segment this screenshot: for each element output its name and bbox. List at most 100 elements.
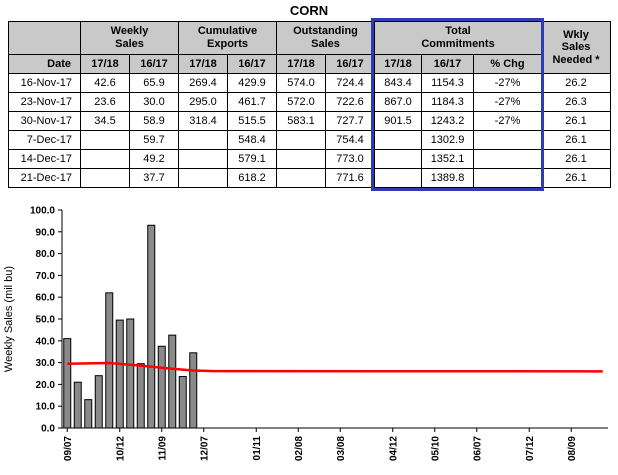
- cell-ce-old: 461.7: [226, 92, 278, 112]
- table-row: 14-Dec-17 49.2 579.1 773.0 1352.1 26.1: [8, 149, 612, 169]
- weekly-sales-bar: [105, 292, 114, 429]
- cell-pct: -27%: [473, 92, 543, 112]
- weekly-sales-bar: [178, 376, 187, 429]
- y-tick-label: 100.0: [30, 206, 55, 217]
- cell-tc-new: [374, 130, 423, 150]
- cell-os-new: 583.1: [276, 111, 327, 131]
- weekly-sales-bar: [136, 363, 145, 429]
- cell-date: 30-Nov-17: [8, 111, 81, 131]
- cell-date: 23-Nov-17: [8, 92, 81, 112]
- cell-tc-old: 1184.3: [421, 92, 475, 112]
- x-tick-label: 03/08: [336, 436, 347, 461]
- header-date: Date: [8, 54, 81, 74]
- header-tc-new: 17/18: [374, 54, 423, 74]
- x-tick-label: 08/09: [567, 436, 578, 461]
- export-sales-table: Weekly Sales Cumulative Exports Outstand…: [8, 21, 612, 188]
- group-wkly-sales-needed: Wkly Sales Needed *: [541, 21, 612, 74]
- y-tick-label: 20.0: [36, 380, 56, 391]
- table-row: 7-Dec-17 59.7 548.4 754.4 1302.9 26.1: [8, 130, 612, 150]
- sub-header-row: Date 17/18 16/17 17/18 16/17 17/18 16/17…: [8, 54, 611, 74]
- weekly-sales-chart: 0.0 10.0 20.0 30.0 40.0 50.0 60.0 70.0 80.0 90.0 1…: [3, 206, 608, 461]
- cell-pct: [473, 168, 543, 188]
- x-tick-label: 10/12: [115, 436, 126, 461]
- y-tick-label: 10.0: [36, 402, 56, 413]
- cell-ws-new: 42.6: [80, 73, 130, 93]
- cell-ws-new: [80, 149, 130, 169]
- group-total-commitments: Total Commitments: [374, 21, 543, 55]
- corner-cell: [8, 21, 81, 55]
- sales-needed-line: [67, 361, 603, 373]
- cell-ws-new: 34.5: [80, 111, 130, 131]
- cell-ce-old: 515.5: [226, 111, 278, 131]
- cell-tc-new: [374, 168, 423, 188]
- header-tc-old: 16/17: [421, 54, 475, 74]
- weekly-sales-bar: [115, 319, 124, 429]
- y-axis-title: Weekly Sales (mil bu): [3, 266, 15, 372]
- cell-tc-old: 1352.1: [421, 149, 475, 169]
- cell-needed: 26.1: [541, 149, 612, 169]
- x-tick-label: 11/09: [157, 436, 168, 461]
- weekly-sales-bar: [147, 224, 156, 429]
- y-tick-label: 80.0: [36, 249, 56, 260]
- cell-os-new: 572.0: [276, 92, 327, 112]
- x-tick-label: 05/10: [430, 436, 441, 461]
- cell-tc-new: 901.5: [374, 111, 423, 131]
- cell-pct: [473, 130, 543, 150]
- x-tick-label: 07/12: [525, 436, 536, 461]
- cell-tc-old: 1389.8: [421, 168, 475, 188]
- weekly-sales-bar: [73, 381, 82, 429]
- group-cumulative-exports: Cumulative Exports: [177, 21, 278, 55]
- weekly-sales-bar: [126, 318, 135, 429]
- y-tick-label: 30.0: [36, 358, 56, 369]
- cell-pct: [473, 149, 543, 169]
- cell-ce-old: 618.2: [226, 168, 278, 188]
- group-outstanding-sales: Outstanding Sales: [276, 21, 376, 55]
- header-ws-old: 16/17: [129, 54, 179, 74]
- y-tick-label: 40.0: [36, 336, 56, 347]
- cell-date: 7-Dec-17: [8, 130, 81, 150]
- y-tick-label: 60.0: [36, 293, 56, 304]
- x-tick-label: 01/11: [252, 436, 263, 461]
- cell-tc-new: 867.0: [374, 92, 423, 112]
- cell-os-old: 754.4: [325, 130, 376, 150]
- table-row: 30-Nov-17 34.5 58.9 318.4 515.5 583.1 72…: [8, 111, 612, 131]
- cell-ws-old: 65.9: [129, 73, 179, 93]
- cell-ce-new: 318.4: [178, 111, 228, 131]
- header-os-new: 17/18: [276, 54, 327, 74]
- group-weekly-sales: Weekly Sales: [80, 21, 179, 55]
- weekly-sales-bar: [157, 345, 166, 429]
- weekly-sales-bar: [84, 399, 93, 429]
- y-tick-label: 90.0: [36, 227, 56, 238]
- cell-needed: 26.1: [541, 111, 612, 131]
- cell-needed: 26.1: [541, 168, 612, 188]
- table-row: 16-Nov-17 42.6 65.9 269.4 429.9 574.0 72…: [8, 73, 612, 93]
- page-title: CORN: [289, 3, 329, 18]
- cell-ws-new: 23.6: [80, 92, 130, 112]
- cell-tc-new: [374, 149, 423, 169]
- cell-os-old: 724.4: [325, 73, 376, 93]
- cell-pct: -27%: [473, 73, 543, 93]
- x-tick-label: 04/12: [388, 436, 399, 461]
- cell-needed: 26.2: [541, 73, 612, 93]
- x-tick-label: 06/07: [472, 436, 483, 461]
- weekly-sales-bar: [168, 334, 177, 429]
- cell-ce-new: 295.0: [178, 92, 228, 112]
- cell-ce-old: 429.9: [226, 73, 278, 93]
- cell-date: 21-Dec-17: [8, 168, 81, 188]
- x-tick-label: 12/07: [199, 436, 210, 461]
- y-tick-label: 70.0: [36, 271, 56, 282]
- cell-date: 16-Nov-17: [8, 73, 81, 93]
- cell-os-new: [276, 130, 327, 150]
- cell-os-old: 722.6: [325, 92, 376, 112]
- header-os-old: 16/17: [325, 54, 376, 74]
- header-ws-new: 17/18: [80, 54, 130, 74]
- group-header-row: Weekly Sales Cumulative Exports Outstand…: [8, 21, 612, 74]
- weekly-sales-bar: [189, 352, 198, 429]
- weekly-sales-bar: [63, 338, 72, 429]
- cell-needed: 26.3: [541, 92, 612, 112]
- cell-needed: 26.1: [541, 130, 612, 150]
- header-ce-new: 17/18: [178, 54, 228, 74]
- cell-tc-old: 1302.9: [421, 130, 475, 150]
- cell-os-new: [276, 168, 327, 188]
- cell-ws-old: 59.7: [129, 130, 179, 150]
